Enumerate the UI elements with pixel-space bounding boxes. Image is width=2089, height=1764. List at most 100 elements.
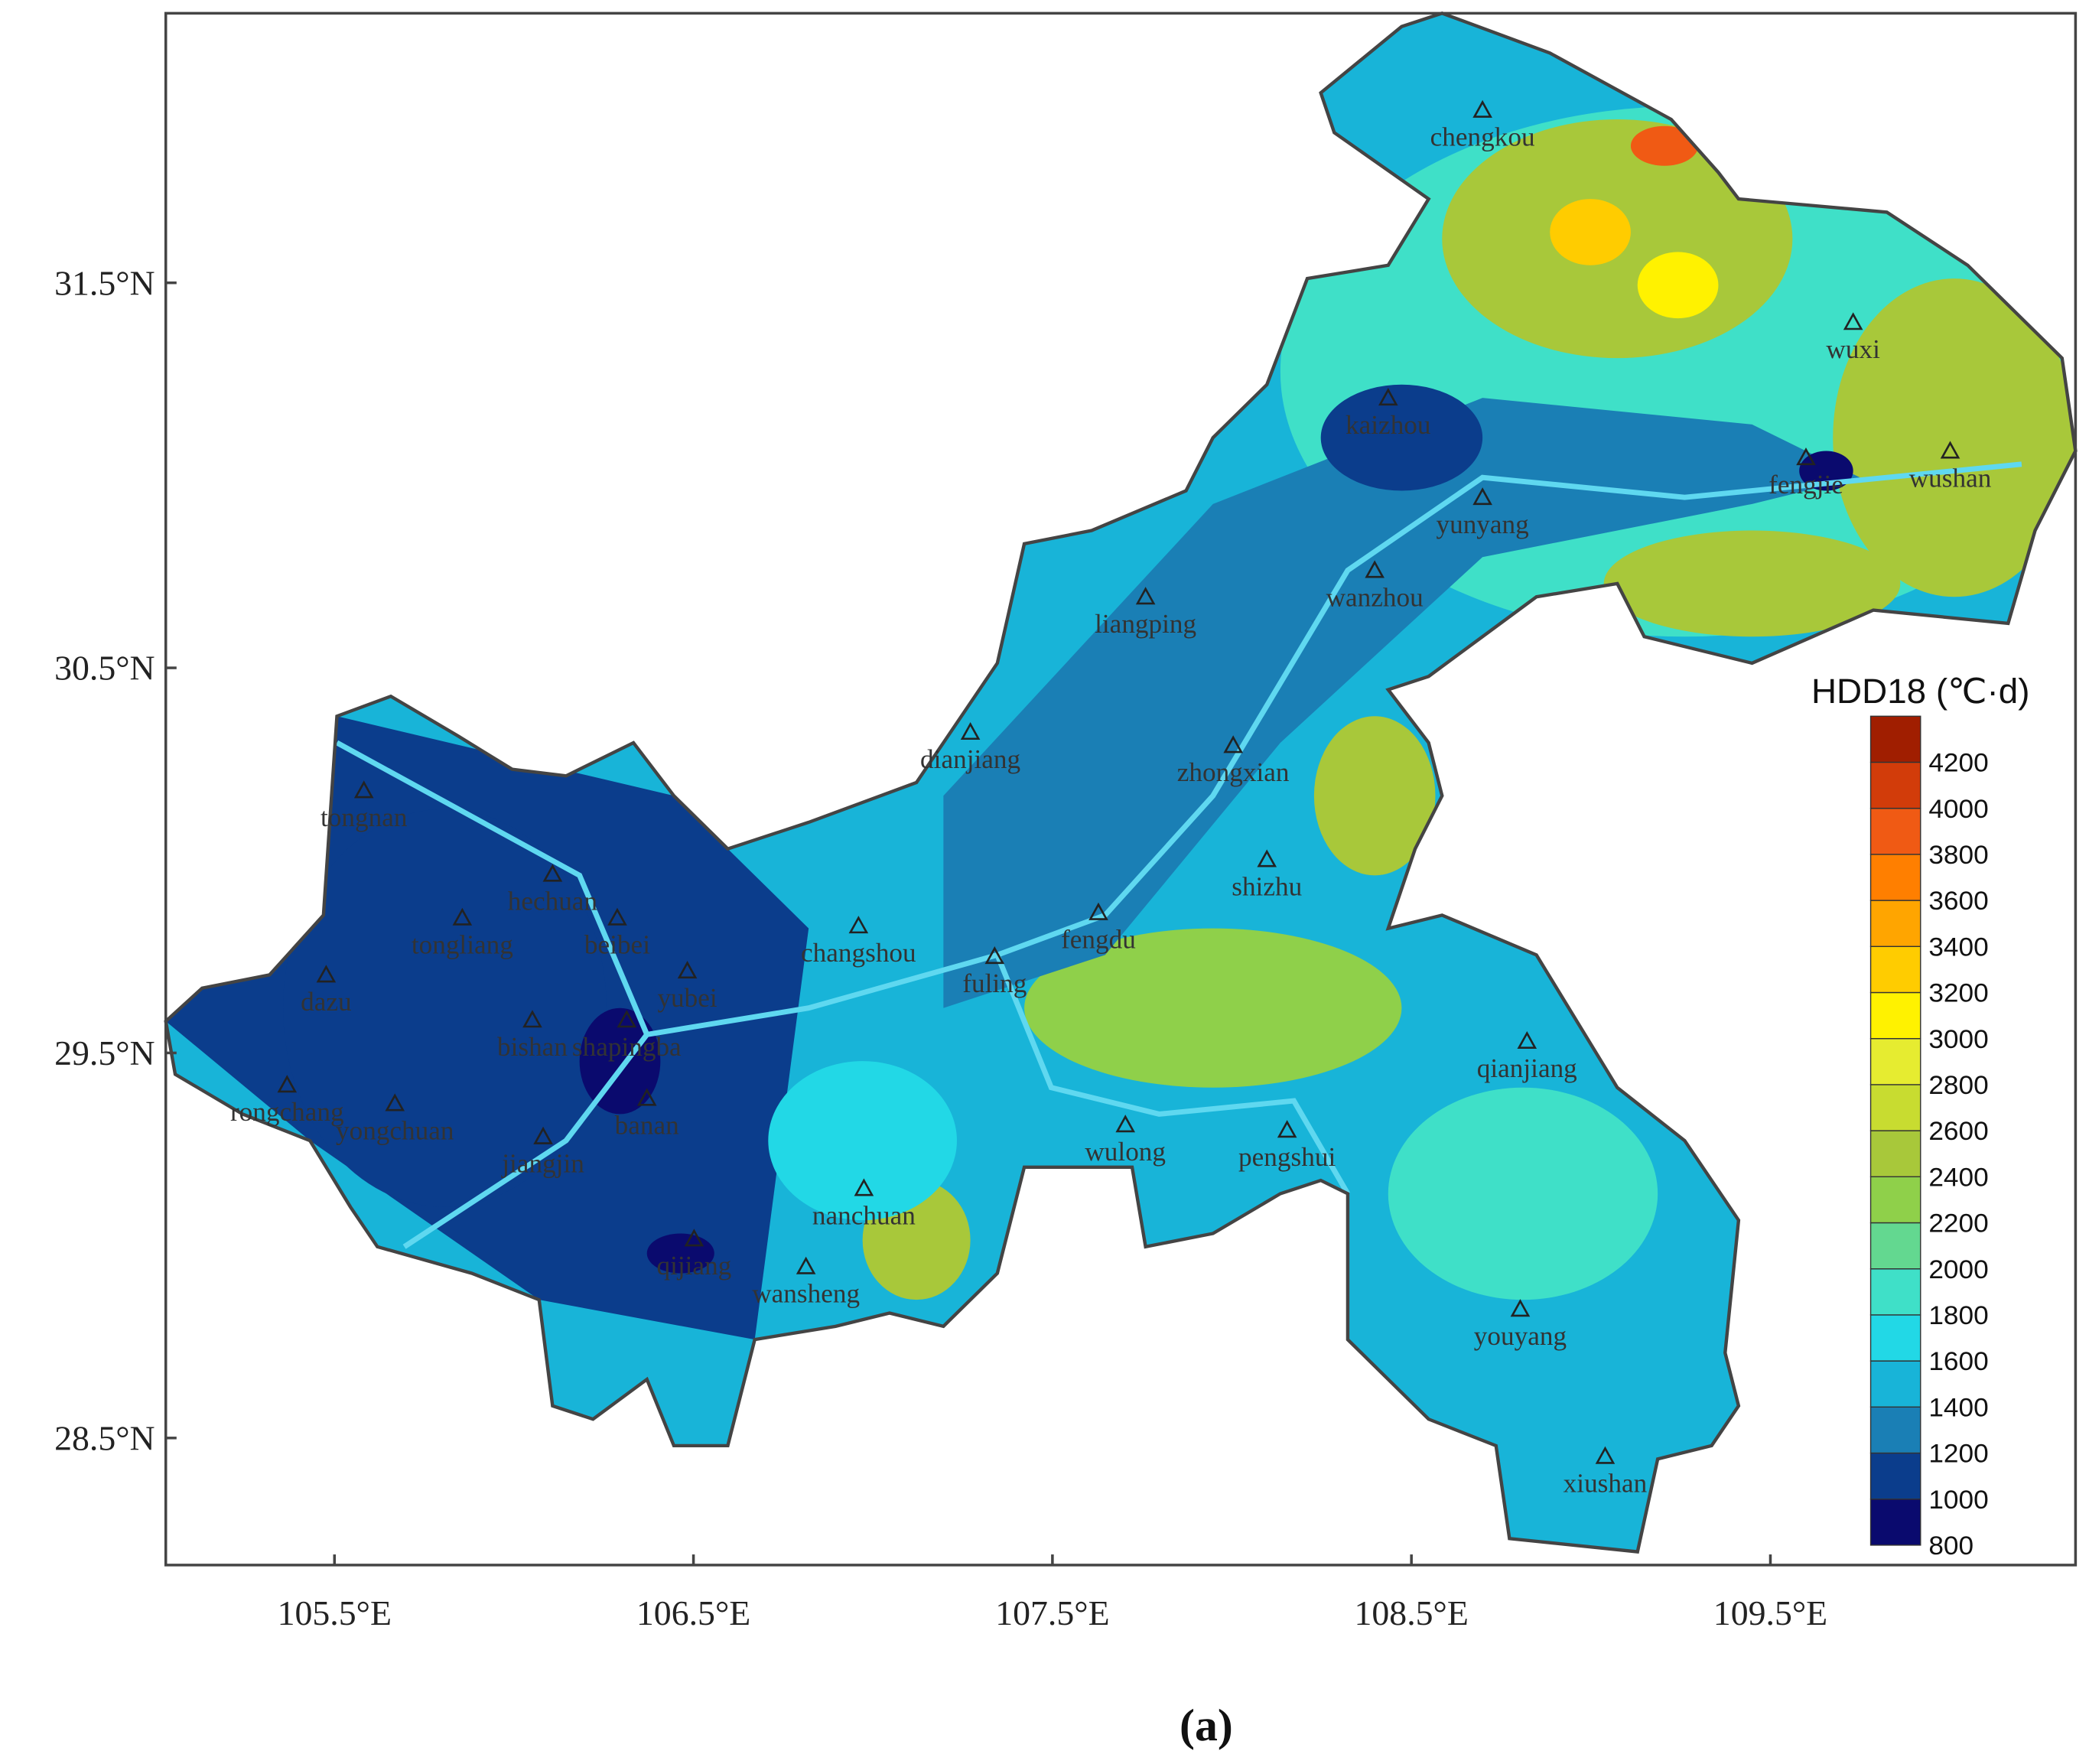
y-tick-label: 31.5°N bbox=[54, 265, 155, 303]
city-label: dazu bbox=[301, 987, 351, 1017]
city-marker bbox=[684, 1229, 704, 1247]
city-marker bbox=[522, 1010, 542, 1028]
city-label: fuling bbox=[962, 968, 1027, 998]
colorbar-label: 3800 bbox=[1928, 840, 1988, 870]
city-marker bbox=[854, 1178, 874, 1196]
city-label: wulong bbox=[1085, 1137, 1166, 1167]
city-label: yubei bbox=[657, 983, 717, 1013]
city-marker bbox=[1115, 1115, 1136, 1133]
city-label: beibei bbox=[584, 930, 650, 960]
colorbar-label: 1200 bbox=[1928, 1439, 1988, 1469]
colorbar-box bbox=[1869, 1130, 1921, 1177]
colorbar-label: 3000 bbox=[1928, 1024, 1988, 1054]
city-label: xiushan bbox=[1563, 1469, 1648, 1499]
city-marker bbox=[1277, 1120, 1297, 1138]
colorbar-label: 4000 bbox=[1928, 794, 1988, 824]
city-label: nanchuan bbox=[812, 1201, 916, 1231]
colorbar-label: 2600 bbox=[1928, 1116, 1988, 1146]
colorbar-box bbox=[1869, 1084, 1921, 1131]
colorbar-label: 1000 bbox=[1928, 1485, 1988, 1515]
city-label: bishan bbox=[497, 1032, 568, 1062]
colorbar-label: 800 bbox=[1928, 1531, 1973, 1561]
city-label: youyang bbox=[1474, 1321, 1567, 1351]
city-label: chengkou bbox=[1430, 122, 1535, 152]
colorbar-box bbox=[1869, 1314, 1921, 1362]
city-label: hechuan bbox=[508, 887, 597, 916]
city-marker bbox=[1595, 1446, 1616, 1464]
city-marker bbox=[607, 907, 627, 926]
colorbar-box bbox=[1869, 1452, 1921, 1500]
city-marker bbox=[452, 907, 473, 926]
city-label: pengshui bbox=[1238, 1142, 1336, 1172]
city-marker bbox=[1517, 1030, 1537, 1050]
caption: (a) bbox=[1180, 1700, 1233, 1749]
city-marker bbox=[636, 1088, 657, 1106]
colorbar-box bbox=[1869, 1176, 1921, 1224]
city-labels: chengkou wuxi kaizhou fengjie wushan yunyang w… bbox=[230, 99, 1992, 1499]
city-marker bbox=[1223, 735, 1243, 753]
y-tick-label: 29.5°N bbox=[54, 1034, 155, 1072]
city-marker bbox=[796, 1256, 816, 1274]
y-tick-label: 30.5°N bbox=[54, 649, 155, 688]
city-marker bbox=[1940, 441, 1960, 459]
colorbar-label: 1800 bbox=[1928, 1300, 1988, 1330]
colorbar-box bbox=[1869, 900, 1921, 947]
city-label: dianjiang bbox=[920, 744, 1020, 774]
x-tick-label: 108.5°E bbox=[1355, 1594, 1469, 1632]
city-label: fengdu bbox=[1061, 925, 1136, 955]
colorbar-label: 2000 bbox=[1928, 1255, 1988, 1284]
city-label: fengjie bbox=[1768, 470, 1843, 500]
x-tick-label: 105.5°E bbox=[278, 1594, 392, 1632]
city-label: yongchuan bbox=[336, 1116, 454, 1146]
city-marker bbox=[316, 965, 337, 983]
y-tick-label: 28.5°N bbox=[54, 1420, 155, 1458]
colorbar-box bbox=[1869, 945, 1921, 994]
city-label: changshou bbox=[801, 938, 916, 968]
city-marker bbox=[617, 1010, 637, 1028]
city-marker bbox=[1135, 587, 1156, 605]
city-label: banan bbox=[615, 1111, 679, 1141]
city-label: wushan bbox=[1909, 464, 1992, 493]
city-marker bbox=[677, 961, 698, 979]
colorbar-title: HDD18 (℃·d) bbox=[1811, 672, 2030, 711]
city-label: tongnan bbox=[321, 802, 407, 832]
city-label: zhongxian bbox=[1177, 757, 1290, 787]
colorbar-box bbox=[1869, 854, 1921, 901]
city-marker bbox=[1257, 849, 1277, 867]
city-marker bbox=[1378, 388, 1398, 406]
city-marker bbox=[1510, 1299, 1531, 1317]
axes: 105.5°E 106.5°E 107.5°E 108.5°E 109.5°E 28.5°… bbox=[54, 265, 1827, 1632]
city-marker bbox=[1796, 448, 1816, 466]
colorbar-box bbox=[1869, 1268, 1921, 1316]
city-marker bbox=[1472, 487, 1492, 506]
city-label: jiangjin bbox=[501, 1149, 584, 1179]
colorbar-box bbox=[1869, 1037, 1921, 1085]
colorbar-label: 3600 bbox=[1928, 886, 1988, 916]
city-label: qianjiang bbox=[1477, 1053, 1577, 1083]
city-marker bbox=[848, 916, 869, 934]
city-marker bbox=[1472, 99, 1492, 118]
city-marker bbox=[277, 1075, 298, 1093]
city-marker bbox=[542, 864, 563, 882]
city-label: shapingba bbox=[572, 1032, 682, 1062]
colorbar-label: 2800 bbox=[1928, 1070, 1988, 1100]
colorbar-label: 2200 bbox=[1928, 1209, 1988, 1238]
city-marker bbox=[1365, 560, 1385, 578]
colorbar-box bbox=[1869, 1360, 1921, 1408]
city-marker bbox=[1088, 902, 1108, 920]
city-marker bbox=[1843, 312, 1863, 330]
city-marker bbox=[385, 1093, 405, 1111]
city-label: wuxi bbox=[1826, 334, 1880, 364]
colorbar-label: 2400 bbox=[1928, 1163, 1988, 1193]
city-label: tongliang bbox=[412, 930, 513, 960]
city-label: yunyang bbox=[1436, 509, 1528, 539]
colorbar-label: 3200 bbox=[1928, 978, 1988, 1008]
city-label: rongchang bbox=[230, 1097, 344, 1127]
colorbar-box bbox=[1869, 991, 1921, 1040]
city-marker bbox=[353, 780, 374, 799]
colorbar-box bbox=[1869, 761, 1921, 809]
colorbar-box bbox=[1869, 1499, 1921, 1546]
colorbar: 800 1000 1200 1400 1600 1800 2000 2200 2400 2600 2… bbox=[1811, 672, 2030, 1561]
x-tick-label: 107.5°E bbox=[995, 1594, 1109, 1632]
